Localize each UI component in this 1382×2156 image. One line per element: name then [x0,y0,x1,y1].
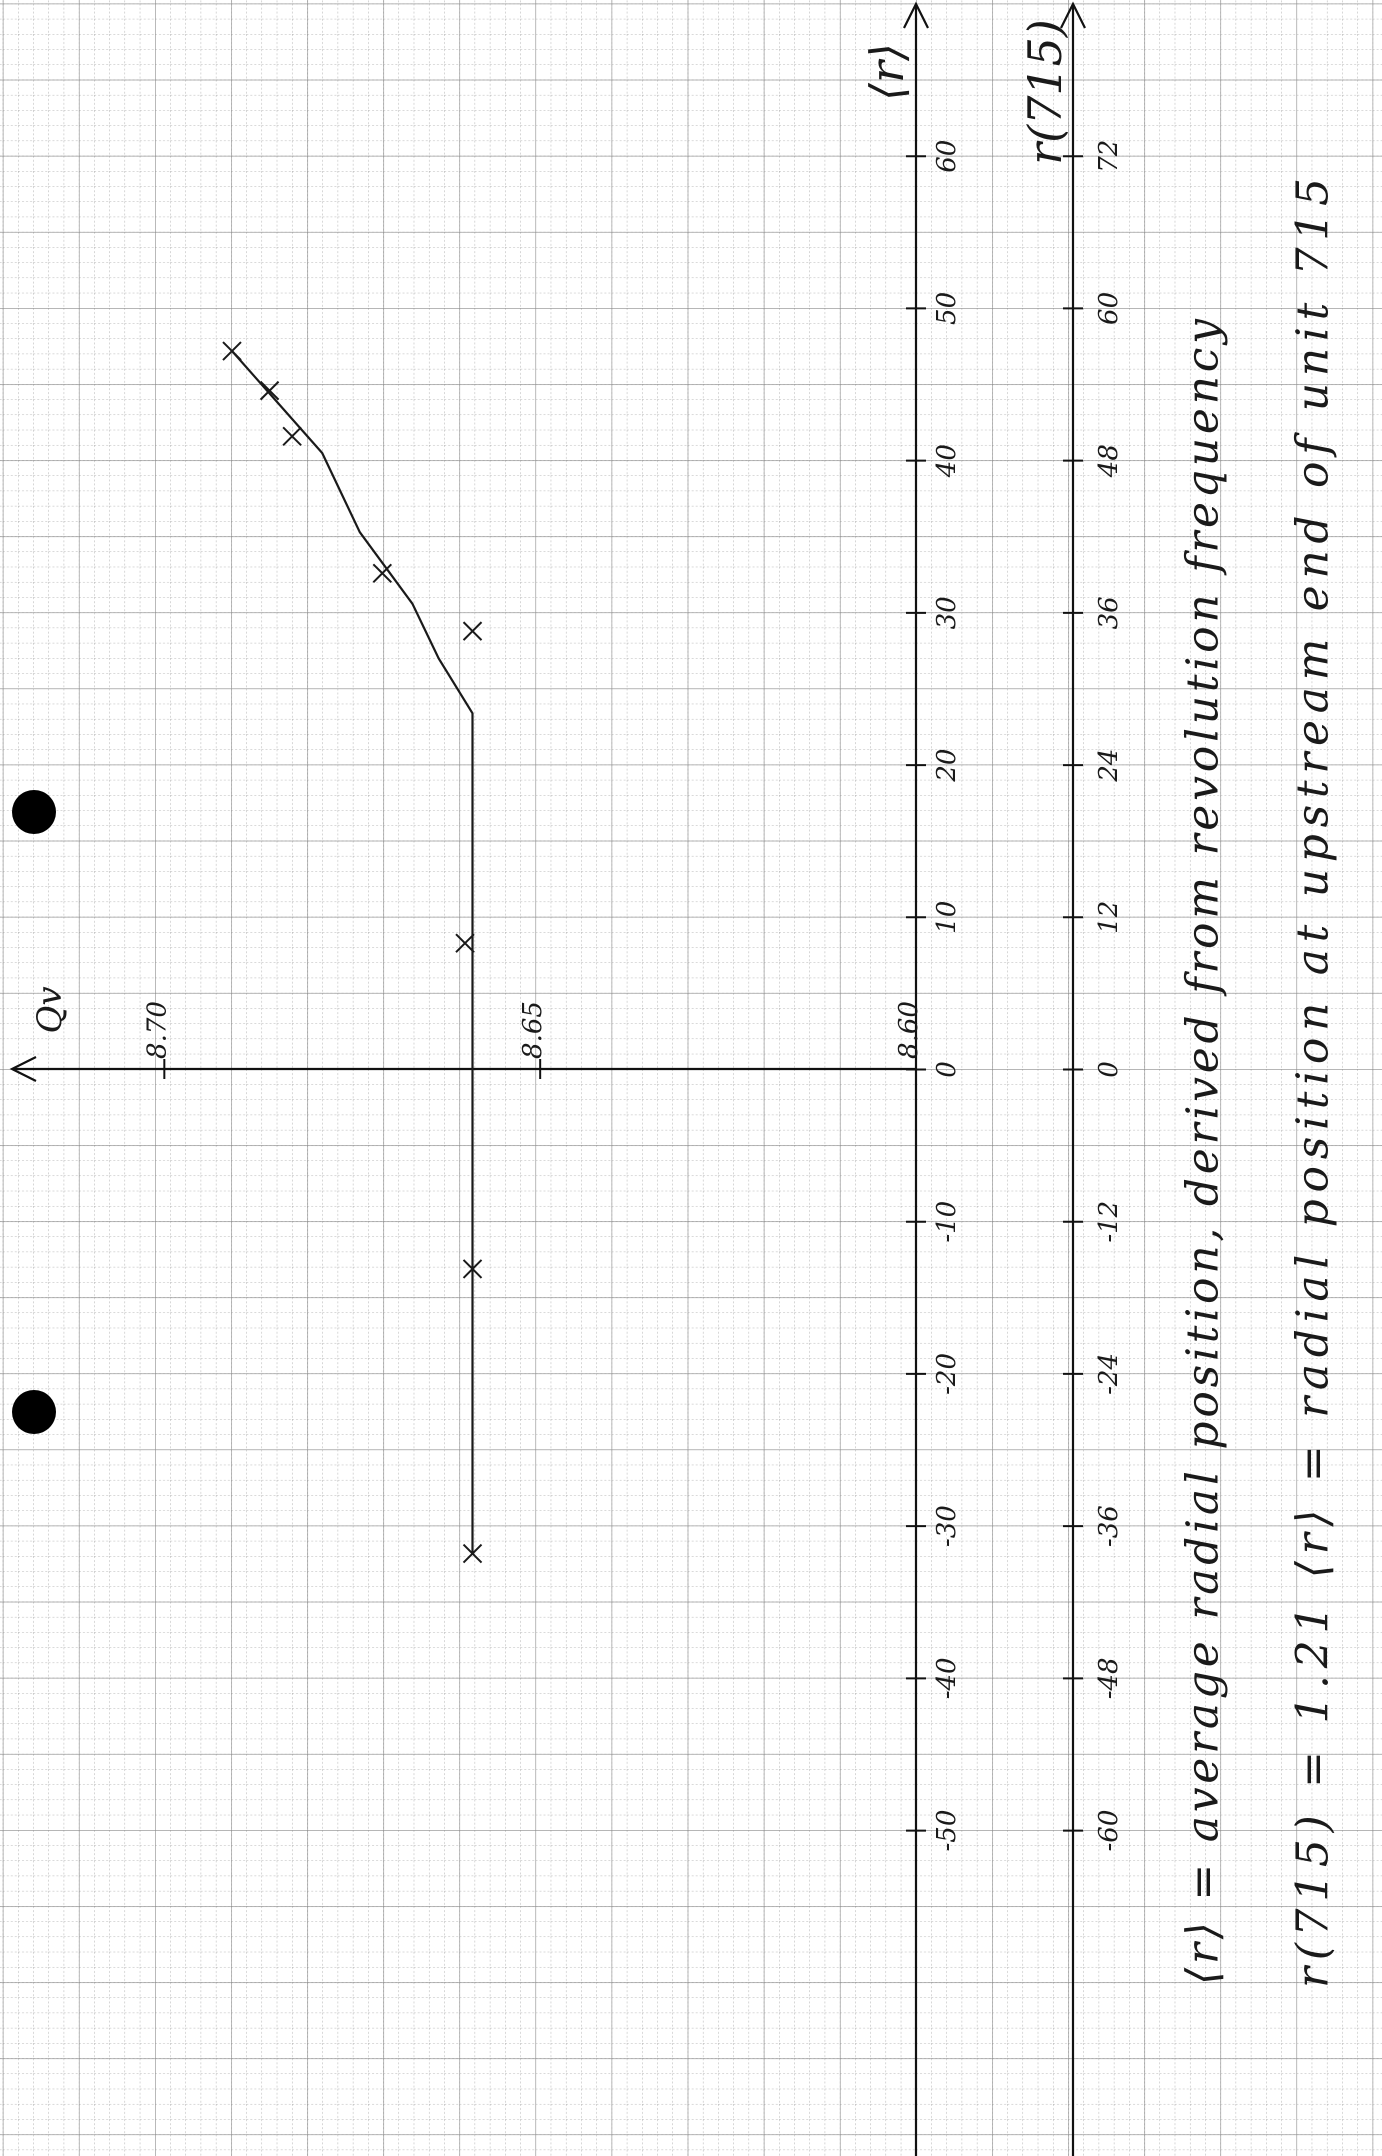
fit-curve [231,350,474,1554]
x-axis-arrow [903,1,929,29]
x2-tick-label: -36 [1094,1505,1124,1547]
punch-hole [12,790,56,834]
y-tick-label: 8.60 [894,1001,924,1059]
data-point [462,1543,483,1564]
y-axis-arrow [9,1056,37,1082]
x2-tick-label: -60 [1094,1810,1124,1852]
x-tick-label: 10 [932,901,962,934]
x2-tick-label: -24 [1094,1353,1124,1395]
x-tick-label: -50 [932,1810,962,1852]
x-tick-label: -10 [932,1201,962,1243]
x-tick-label: 50 [932,292,962,325]
x2-tick-label: 24 [1094,749,1124,783]
y-tick-label: 8.70 [142,1001,172,1059]
x2-tick-label: 60 [1094,292,1124,325]
x-axis-label: ⟨r⟩ [860,43,914,101]
x-tick-label: -20 [932,1353,962,1395]
x2-tick-label: 0 [1094,1061,1124,1078]
x-tick-label: 0 [932,1061,962,1078]
punch-hole [12,1390,56,1434]
x2-axis-arrow [1060,1,1086,29]
x-tick-label: 40 [932,444,962,478]
x2-tick-label: 72 [1094,140,1124,173]
data-point [372,563,393,583]
x2-axis-label: r(715) [1018,19,1072,165]
x-tick-label: -30 [932,1505,962,1547]
note: r(715) = 1.21 ⟨r⟩ = radial position at u… [1288,178,1339,1988]
x2-tick-label: 48 [1094,444,1124,478]
data-point [455,933,475,953]
x-tick-label: 60 [932,140,962,173]
x2-tick-label: -12 [1094,1201,1124,1243]
x2-tick-label: -48 [1094,1657,1124,1699]
data-point [222,341,242,361]
x2-tick-label: 12 [1094,901,1124,934]
x-tick-label: 20 [932,749,962,783]
note: ⟨r⟩ = average radial position, derived f… [1178,318,1229,1985]
x2-tick-label: 36 [1094,596,1124,629]
data-point [259,380,280,401]
data-point [462,1259,483,1279]
x-tick-label: -40 [932,1657,962,1699]
x-tick-label: 30 [932,596,962,629]
y-tick-label: 8.65 [518,1001,548,1059]
data-point [282,426,302,446]
data-point [462,621,483,641]
y-axis-label: Qv [30,986,70,1033]
